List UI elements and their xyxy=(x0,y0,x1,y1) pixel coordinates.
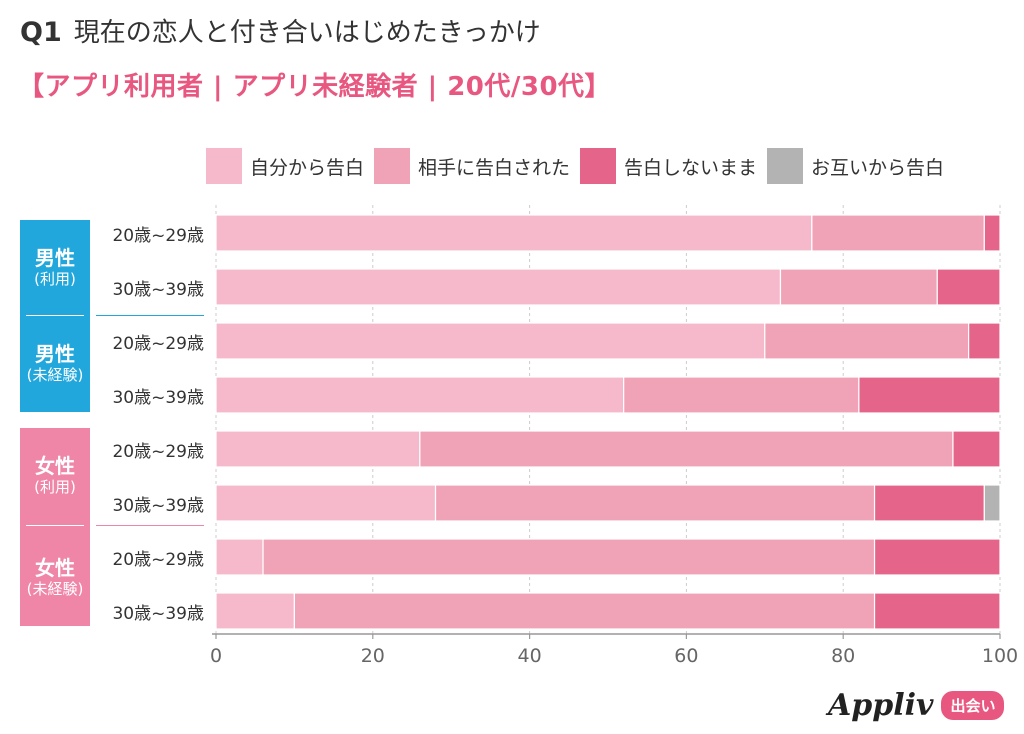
legend-swatch-none xyxy=(580,148,617,184)
logo-badge: 出会い xyxy=(941,691,1005,720)
bar-segment xyxy=(215,214,813,252)
x-tick-label: 80 xyxy=(831,645,855,667)
bar-segment xyxy=(215,538,264,576)
logo-text: Appliv xyxy=(828,688,934,723)
x-tick-label: 60 xyxy=(674,645,698,667)
bar-segment xyxy=(983,484,1001,522)
bar-segment xyxy=(419,430,954,468)
group-female-none-sublabel: (未経験) xyxy=(26,579,84,598)
bar-segment xyxy=(779,268,938,306)
group-female-use-label: 女性 xyxy=(35,453,75,478)
legend-label-partner: 相手に告白された xyxy=(418,156,571,179)
legend-label-none: 告白しないまま xyxy=(624,156,758,179)
group-male-use-sublabel: (利用) xyxy=(34,269,76,288)
legend-swatch-mutual xyxy=(767,148,804,184)
bar-segment xyxy=(215,322,766,360)
group-female-use: 女性 (利用) xyxy=(20,442,90,508)
bar-segment xyxy=(811,214,985,252)
row-label: 20歳~29歳 xyxy=(112,226,204,246)
bar-segment xyxy=(764,322,970,360)
group-male-none: 男性 (未経験) xyxy=(20,330,90,396)
question-number: Q1 xyxy=(20,17,62,48)
bar-segment xyxy=(952,430,1001,468)
legend-item-self: 自分から告白 xyxy=(206,148,364,184)
bar-segment xyxy=(215,268,782,306)
bar-segment xyxy=(873,538,1001,576)
legend: 自分から告白 相手に告白された 告白しないまま お互いから告白 xyxy=(206,147,954,185)
legend-label-mutual: お互いから告白 xyxy=(811,156,945,179)
row-label: 20歳~29歳 xyxy=(112,442,204,462)
x-tick-label: 20 xyxy=(361,645,385,667)
bar-segment xyxy=(873,484,985,522)
bar-segment xyxy=(215,484,437,522)
group-separator xyxy=(26,315,84,316)
bar-segment xyxy=(262,538,876,576)
legend-swatch-partner xyxy=(374,148,411,184)
row-label: 30歳~39歳 xyxy=(112,604,204,624)
group-box-female: 女性 (利用) 女性 (未経験) xyxy=(20,428,90,626)
group-male-none-label: 男性 xyxy=(35,341,75,366)
bar-segment xyxy=(983,214,1001,252)
legend-item-partner: 相手に告白された xyxy=(374,148,570,184)
bar-segment xyxy=(623,376,860,414)
legend-item-none: 告白しないまま xyxy=(580,148,757,184)
bar-segment xyxy=(215,592,296,630)
group-separator xyxy=(26,525,84,526)
chart-subtitle: 【アプリ利用者 | アプリ未経験者 | 20代/30代】 xyxy=(18,72,612,102)
x-tick-label: 0 xyxy=(210,645,222,667)
x-tick-label: 100 xyxy=(982,645,1018,667)
question-text: 現在の恋人と付き合いはじめたきっかけ xyxy=(73,18,541,48)
bar-segment xyxy=(434,484,876,522)
chart-title: Q1 現在の恋人と付き合いはじめたきっかけ xyxy=(20,12,541,49)
group-female-none: 女性 (未経験) xyxy=(20,544,90,610)
bar-segment xyxy=(873,592,1001,630)
row-separator-female xyxy=(96,525,204,526)
row-label: 30歳~39歳 xyxy=(112,280,204,300)
legend-label-self: 自分から告白 xyxy=(250,156,365,179)
row-label: 30歳~39歳 xyxy=(112,496,204,516)
row-label: 20歳~29歳 xyxy=(112,334,204,354)
group-male-use: 男性 (利用) xyxy=(20,234,90,300)
bar-segment xyxy=(858,376,1001,414)
group-box-male: 男性 (利用) 男性 (未経験) xyxy=(20,220,90,412)
row-label: 30歳~39歳 xyxy=(112,388,204,408)
group-female-none-label: 女性 xyxy=(35,555,75,580)
bar-segment xyxy=(293,592,876,630)
group-male-use-label: 男性 xyxy=(35,245,75,270)
group-female-use-sublabel: (利用) xyxy=(34,477,76,496)
appliv-logo: Appliv 出会い xyxy=(828,688,1005,723)
legend-item-mutual: お互いから告白 xyxy=(767,148,944,184)
bar-segment xyxy=(215,430,421,468)
legend-swatch-self xyxy=(206,148,242,184)
group-male-none-sublabel: (未経験) xyxy=(26,365,84,384)
bar-segment xyxy=(936,268,1001,306)
bar-segment xyxy=(215,376,625,414)
row-label: 20歳~29歳 xyxy=(112,550,204,570)
row-separator-male xyxy=(96,315,204,316)
x-tick-label: 40 xyxy=(518,645,542,667)
bar-segment xyxy=(968,322,1001,360)
